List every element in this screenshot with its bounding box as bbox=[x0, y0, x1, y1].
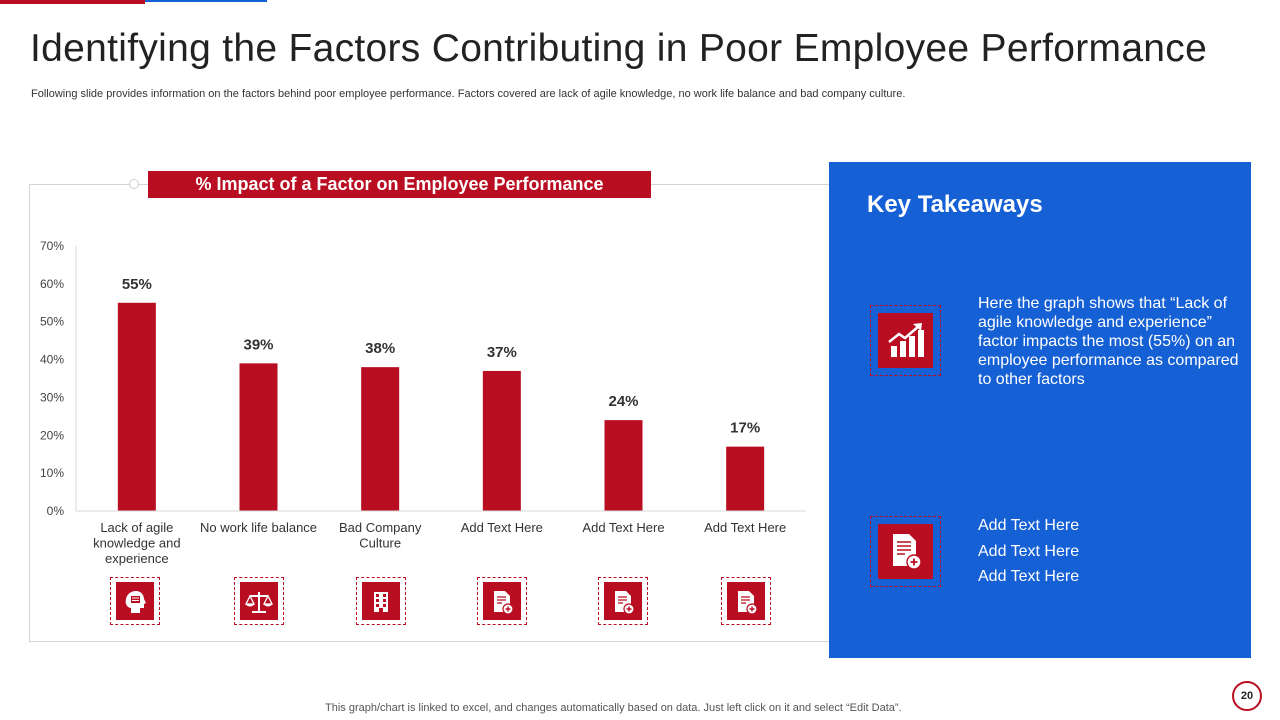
list-item: Add Text Here bbox=[978, 568, 1080, 585]
category-icon-box-1 bbox=[110, 577, 160, 625]
bar-2[interactable] bbox=[239, 363, 278, 511]
key-takeaways-title: Key Takeaways bbox=[867, 191, 1043, 218]
x-tick-label: Lack of agile knowledge and experience bbox=[93, 520, 180, 566]
bar-4[interactable] bbox=[482, 370, 521, 511]
category-icon-box-3 bbox=[356, 577, 406, 625]
page-title: Identifying the Factors Contributing in … bbox=[30, 27, 1208, 70]
bar-1[interactable] bbox=[117, 302, 156, 511]
key-takeaways-list: Add Text Here Add Text Here Add Text Her… bbox=[978, 516, 1079, 593]
data-label: 37% bbox=[487, 344, 517, 361]
x-tick-label-line: Bad Company bbox=[339, 520, 422, 535]
frame-connector-dot bbox=[129, 179, 139, 189]
x-tick-label: Add Text Here bbox=[582, 520, 664, 535]
key-takeaways-panel: Key Takeaways Here the graph shows that … bbox=[829, 162, 1251, 658]
x-tick-label-line: Add Text Here bbox=[582, 520, 664, 535]
document-add-icon bbox=[494, 591, 514, 615]
document-add-icon bbox=[893, 534, 922, 570]
category-icon-box-2 bbox=[234, 577, 284, 625]
x-tick-label-line: Lack of agile bbox=[100, 520, 173, 535]
page-number: 20 bbox=[1232, 681, 1262, 711]
y-tick-label: 20% bbox=[40, 428, 64, 442]
y-tick-label: 70% bbox=[40, 239, 64, 253]
data-labels-group: 55% 39% 38% 37% 24% 17% bbox=[122, 276, 760, 437]
list-item: Add Text Here bbox=[978, 517, 1080, 534]
data-label: 17% bbox=[730, 420, 760, 437]
data-label: 38% bbox=[365, 340, 395, 357]
x-tick-label: Add Text Here bbox=[461, 520, 543, 535]
bar-3[interactable] bbox=[361, 367, 400, 511]
y-tick-label: 50% bbox=[40, 315, 64, 329]
document-add-icon bbox=[738, 591, 758, 615]
document-add-icon bbox=[615, 591, 635, 615]
balance-scale-icon bbox=[244, 592, 274, 613]
thinking-head-icon bbox=[125, 591, 146, 613]
key-takeaways-text: Here the graph shows that “Lack of agile… bbox=[978, 295, 1239, 388]
category-icon-box-6 bbox=[721, 577, 771, 625]
list-item: Add Text Here bbox=[978, 542, 1080, 560]
y-tick-label: 10% bbox=[40, 466, 64, 480]
x-tick-label-line: No work life balance bbox=[200, 520, 317, 535]
top-accent-blue bbox=[145, 0, 267, 2]
y-tick-label: 40% bbox=[40, 353, 64, 367]
y-tick-label: 30% bbox=[40, 390, 64, 404]
bar-6[interactable] bbox=[726, 446, 765, 511]
x-tick-label-line: experience bbox=[105, 551, 169, 566]
x-tick-label-line: Add Text Here bbox=[461, 520, 543, 535]
data-label: 39% bbox=[243, 336, 273, 353]
growth-chart-icon bbox=[888, 323, 924, 357]
top-accent-red bbox=[0, 0, 145, 4]
category-icon-box-5 bbox=[598, 577, 648, 625]
data-label: 24% bbox=[608, 393, 638, 410]
document-icon-box bbox=[870, 516, 941, 587]
x-tick-label: Add Text Here bbox=[704, 520, 786, 535]
x-axis: Lack of agile knowledge and experience No w… bbox=[76, 510, 806, 566]
page-subtitle: Following slide provides information on … bbox=[31, 88, 906, 100]
x-tick-label-line: knowledge and bbox=[93, 536, 180, 551]
office-building-icon bbox=[374, 592, 388, 612]
footer-note: This graph/chart is linked to excel, and… bbox=[325, 702, 902, 714]
y-axis: 0% 10% 20% 30% 40% 50% 60% 70% bbox=[40, 239, 77, 518]
bars-group bbox=[117, 302, 765, 511]
data-label: 55% bbox=[122, 276, 152, 293]
y-tick-label: 0% bbox=[47, 504, 65, 518]
y-tick-label: 60% bbox=[40, 277, 64, 291]
x-tick-label-line: Add Text Here bbox=[704, 520, 786, 535]
category-icon-box-4 bbox=[477, 577, 527, 625]
bar-5[interactable] bbox=[604, 420, 643, 511]
bar-chart[interactable]: 0% 10% 20% 30% 40% 50% 60% 70% 55% 39% 38% 37% 24% 1… bbox=[0, 0, 846, 640]
x-tick-label-line: Culture bbox=[359, 536, 401, 551]
x-tick-label: Bad Company Culture bbox=[339, 520, 422, 551]
x-tick-label: No work life balance bbox=[200, 520, 317, 535]
chart-title: % Impact of a Factor on Employee Perform… bbox=[148, 171, 651, 198]
growth-icon-box bbox=[870, 305, 941, 376]
